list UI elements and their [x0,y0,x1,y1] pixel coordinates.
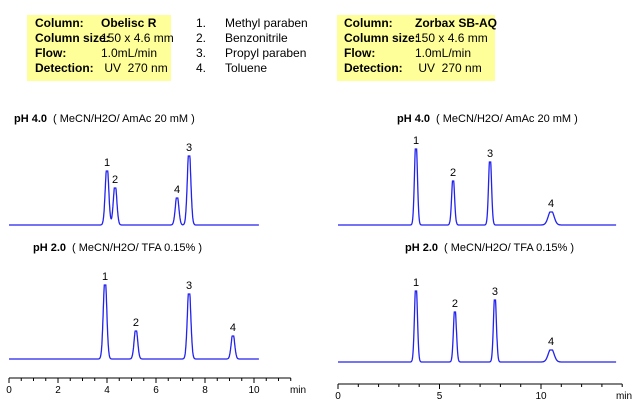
axes-layer: 0 2 4 6 8 10 min 0 5 10 min [6,377,632,402]
trace-line-left-ph4 [9,155,259,226]
title-left-ph2-text: ( MeCN/H2O/ TFA 0.15% ) [72,242,202,254]
axis-tick-label: 5 [437,391,443,402]
peak-label-4: 4 [230,322,236,334]
peak-label-2: 2 [112,174,118,186]
right-label-detection: Detection: [344,61,403,75]
peak-label-2: 2 [452,298,458,310]
title-right-ph2-bold: pH 2.0 [405,242,438,254]
peak-label-3: 3 [186,280,192,292]
chromatogram-left-ph4: 12 4 3 [9,142,259,226]
right-conditions-box: Column: Zorbax SB-AQ Column size: 150 x … [337,15,497,81]
compound-num-1: 1. [196,16,206,30]
axis-tick-label: 0 [335,391,341,402]
peak-label-1: 1 [413,277,419,289]
peak-label-4: 4 [174,184,180,196]
right-label-size: Column size: [344,31,419,45]
title-left-ph4: pH 4.0 ( MeCN/H2O/ AmAc 20 mM ) [14,113,195,125]
right-time-axis: 0 5 10 min [335,383,632,402]
axis-unit-label: min [616,391,632,402]
axis-tick-label: 6 [153,385,159,396]
axis-tick-label: 2 [55,385,61,396]
peak-label-3: 3 [186,142,192,154]
right-label-column: Column: [344,16,393,30]
peak-label-1: 1 [102,271,108,283]
peak-label-4: 4 [548,336,554,348]
peak-label-1: 1 [413,135,419,147]
title-right-ph4-bold: pH 4.0 [397,113,430,125]
right-label-flow: Flow: [344,46,375,60]
peak-label-2: 2 [133,317,139,329]
compound-list: 1. Methyl paraben 2. Benzonitrile 3. Pro… [196,16,308,75]
left-conditions-box: Column: Obelisc R Column size: 150 x 4.6… [27,15,174,81]
left-label-size: Column size: [35,31,110,45]
axis-tick-label: 0 [6,385,12,396]
compound-name-2: Benzonitrile [225,31,288,45]
peak-label-3: 3 [487,148,493,160]
compound-name-3: Propyl paraben [225,46,306,60]
axis-tick-label: 8 [202,385,208,396]
left-value-detection: UV 270 nm [101,61,168,75]
right-conditions-bg [337,15,495,81]
title-left-ph4-text: ( MeCN/H2O/ AmAc 20 mM ) [53,113,195,125]
right-value-column: Zorbax SB-AQ [415,16,497,30]
right-value-detection: UV 270 nm [415,61,482,75]
left-label-column: Column: [35,16,84,30]
title-left-ph2-bold: pH 2.0 [33,242,66,254]
title-right-ph2-text: ( MeCN/H2O/ TFA 0.15% ) [444,242,574,254]
right-value-size: 150 x 4.6 mm [415,31,488,45]
left-label-detection: Detection: [35,61,94,75]
left-value-size: 150 x 4.6 mm [101,31,174,45]
compound-name-1: Methyl paraben [225,16,308,30]
left-value-flow: 1.0mL/min [101,46,157,60]
title-right-ph2: pH 2.0 ( MeCN/H2O/ TFA 0.15% ) [405,242,574,254]
chromatogram-right-ph2: 1 2 3 4 [338,277,617,363]
compound-num-3: 3. [196,46,206,60]
chromatogram-right-ph4: 1 2 3 4 [338,135,617,226]
peak-label-2: 2 [450,167,456,179]
right-value-flow: 1.0mL/min [415,46,471,60]
left-conditions-bg [27,15,171,81]
left-label-flow: Flow: [35,46,66,60]
axis-tick-label: 10 [535,391,547,402]
compound-name-4: Toluene [225,61,267,75]
title-right-ph4-text: ( MeCN/H2O/ AmAc 20 mM ) [436,113,578,125]
peak-label-1: 1 [104,157,110,169]
title-left-ph2: pH 2.0 ( MeCN/H2O/ TFA 0.15% ) [33,242,202,254]
axis-unit-label: min [290,385,306,396]
peak-label-3: 3 [492,286,498,298]
axis-tick-label: 10 [248,385,260,396]
trace-line-right-ph2 [338,290,617,363]
compound-num-2: 2. [196,31,206,45]
peak-label-4: 4 [548,198,554,210]
left-time-axis: 0 2 4 6 8 10 min [6,377,306,396]
chromatogram-left-ph2: 1 2 3 4 [9,271,259,360]
title-right-ph4: pH 4.0 ( MeCN/H2O/ AmAc 20 mM ) [397,113,578,125]
axis-tick-label: 4 [104,385,110,396]
title-left-ph4-bold: pH 4.0 [14,113,47,125]
trace-line-right-ph4 [338,148,617,226]
trace-line-left-ph2 [9,284,259,360]
left-value-column: Obelisc R [101,16,157,30]
compound-num-4: 4. [196,61,206,75]
